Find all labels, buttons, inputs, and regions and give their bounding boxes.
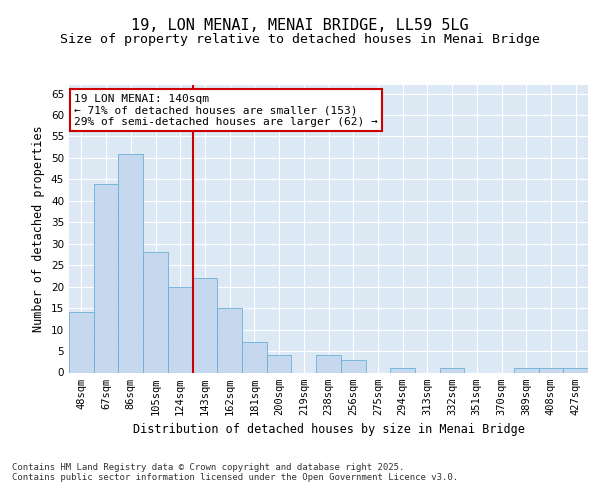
Text: Distribution of detached houses by size in Menai Bridge: Distribution of detached houses by size … bbox=[133, 422, 525, 436]
Bar bbox=[193, 278, 217, 372]
Bar bbox=[94, 184, 118, 372]
Bar bbox=[563, 368, 588, 372]
Text: Size of property relative to detached houses in Menai Bridge: Size of property relative to detached ho… bbox=[60, 32, 540, 46]
Text: Contains HM Land Registry data © Crown copyright and database right 2025.
Contai: Contains HM Land Registry data © Crown c… bbox=[12, 462, 458, 482]
Bar bbox=[69, 312, 94, 372]
Bar bbox=[316, 356, 341, 372]
Bar bbox=[217, 308, 242, 372]
Bar bbox=[118, 154, 143, 372]
Bar bbox=[514, 368, 539, 372]
Bar bbox=[267, 356, 292, 372]
Text: 19, LON MENAI, MENAI BRIDGE, LL59 5LG: 19, LON MENAI, MENAI BRIDGE, LL59 5LG bbox=[131, 18, 469, 32]
Bar bbox=[143, 252, 168, 372]
Text: 19 LON MENAI: 140sqm
← 71% of detached houses are smaller (153)
29% of semi-deta: 19 LON MENAI: 140sqm ← 71% of detached h… bbox=[74, 94, 378, 127]
Bar bbox=[341, 360, 365, 372]
Bar bbox=[539, 368, 563, 372]
Bar bbox=[440, 368, 464, 372]
Bar bbox=[390, 368, 415, 372]
Bar bbox=[168, 286, 193, 372]
Bar bbox=[242, 342, 267, 372]
Y-axis label: Number of detached properties: Number of detached properties bbox=[32, 126, 46, 332]
